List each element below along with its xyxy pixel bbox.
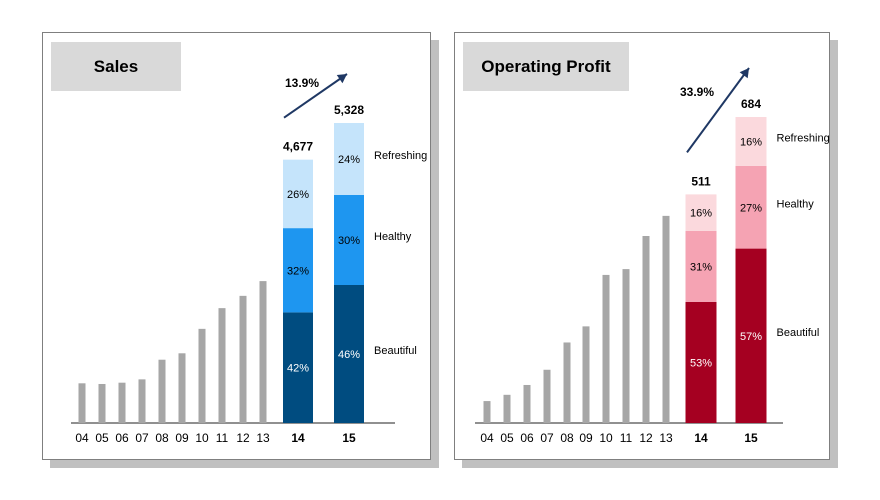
bar-06 [523,384,531,423]
stacked-segment-refreshing [283,159,313,229]
x-tick-label: 04 [75,431,89,445]
x-tick-label: 13 [256,431,270,445]
x-tick-label: 12 [236,431,250,445]
bar-10 [602,274,610,423]
bar-08 [158,359,166,423]
legend-label-refreshing: Refreshing [777,132,830,144]
x-tick-label: 05 [95,431,109,445]
legend-label-healthy: Healthy [374,231,412,243]
bar-11 [622,269,630,423]
bar-07 [543,369,551,423]
stacked-segment-healthy [283,228,313,313]
growth-arrow-head [336,74,347,84]
bar-04 [483,401,491,423]
segment-percent-label: 31% [690,261,712,273]
sales-chart: 04 05 06 07 08 09 10 11 12 13 14 15 42% 32% 26% 4,677 46… [71,73,427,445]
chart-title: Sales [51,42,181,91]
x-tick-label: 10 [599,431,613,445]
stacked-segment-beautiful [685,301,717,423]
bar-04 [78,383,86,423]
growth-label: 13.9% [285,76,319,90]
bar-08 [563,342,571,423]
x-tick-label: 14 [291,431,305,445]
segment-percent-label: 16% [690,208,712,220]
total-label: 511 [691,174,711,188]
stacked-segment-healthy [334,195,364,285]
x-tick-label: 13 [659,431,673,445]
x-tick-label: 15 [744,431,758,445]
x-tick-label: 14 [694,431,708,445]
bar-12 [642,236,650,423]
bar-13 [662,215,670,423]
segment-percent-label: 53% [690,357,712,369]
operating-profit-chart: 04 05 06 07 08 09 10 11 12 13 14 15 53% 31% 16% 511 57% B… [475,67,830,445]
bar-10 [198,328,206,423]
total-label: 4,677 [283,140,313,154]
chart-title: Operating Profit [463,42,629,91]
legend-label-beautiful: Beautiful [374,345,417,357]
stacked-segment-refreshing [685,194,717,231]
x-tick-label: 06 [520,431,534,445]
total-label: 684 [741,97,761,111]
bar-12 [239,295,247,423]
operating-profit-chart-panel: Operating Profit 04 05 06 07 08 09 10 11 12 13 14 1… [454,32,830,460]
x-tick-label: 10 [195,431,209,445]
x-tick-label: 09 [175,431,189,445]
stacked-segment-healthy [685,230,717,302]
sales-chart-panel: Sales 04 05 06 07 08 09 10 11 12 13 14 15 42% 32% 26% 4… [42,32,431,460]
bar-09 [178,353,186,423]
segment-percent-label: 32% [287,265,309,277]
growth-arrow [686,67,750,153]
bar-09 [582,326,590,423]
growth-label: 33.9% [680,85,714,99]
segment-percent-label: 57% [740,331,762,343]
stacked-segment-beautiful [334,285,364,423]
bar-11 [218,308,226,423]
x-tick-label: 15 [342,431,356,445]
stacked-segment-beautiful [283,312,313,423]
legend-label-beautiful: Beautiful [777,327,820,339]
x-tick-label: 07 [540,431,554,445]
stacked-segment-healthy [735,165,767,249]
bar-13 [259,281,267,423]
legend-label-refreshing: Refreshing [374,150,427,162]
x-tick-label: 08 [155,431,169,445]
bar-05 [98,383,106,423]
x-tick-label: 06 [115,431,129,445]
stacked-segment-refreshing [735,117,767,166]
growth-arrow [283,73,348,119]
x-tick-label: 11 [620,431,633,445]
total-label: 5,328 [334,103,364,117]
segment-percent-label: 26% [287,189,309,201]
segment-percent-label: 24% [338,154,360,166]
bar-06 [118,382,126,423]
x-tick-label: 04 [480,431,494,445]
legend-label-healthy: Healthy [777,198,815,210]
segment-percent-label: 30% [338,235,360,247]
x-tick-label: 12 [639,431,653,445]
stacked-segment-refreshing [334,123,364,195]
x-tick-label: 08 [560,431,574,445]
x-tick-label: 09 [579,431,593,445]
growth-arrow-head [739,68,749,79]
x-tick-label: 07 [135,431,149,445]
stacked-segment-beautiful [735,248,767,423]
bar-05 [503,394,511,423]
segment-percent-label: 27% [740,202,762,214]
segment-percent-label: 46% [338,349,360,361]
segment-percent-label: 16% [740,136,762,148]
x-tick-label: 11 [216,431,229,445]
x-tick-label: 05 [500,431,514,445]
segment-percent-label: 42% [287,363,309,375]
bar-07 [138,379,146,423]
